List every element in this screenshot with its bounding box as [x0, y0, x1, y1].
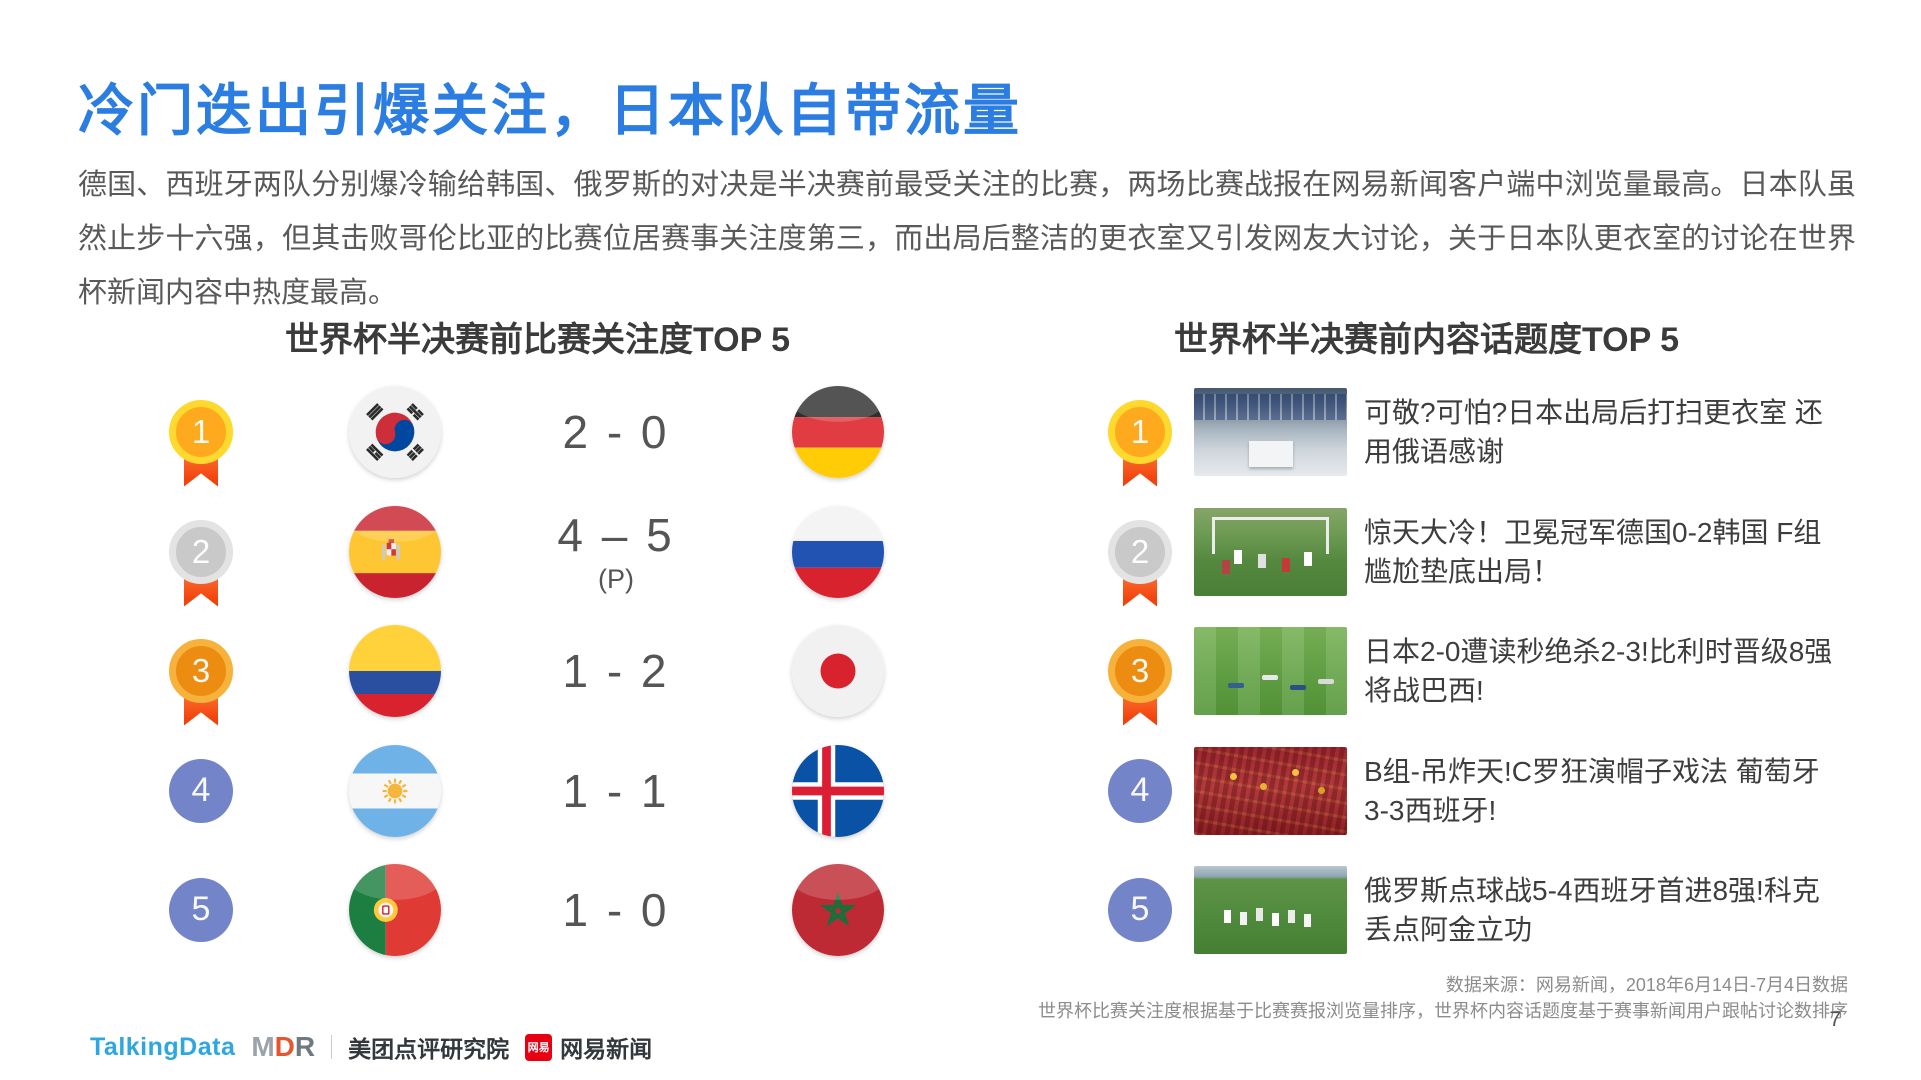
rank-number: 1 [1108, 399, 1172, 464]
netease-news-logo: 网易 网易新闻 [525, 1030, 652, 1064]
page-number: 7 [1829, 1008, 1841, 1031]
slide-title: 冷门迭出引爆关注，日本队自带流量 [78, 79, 1022, 142]
slide-body-paragraph: 德国、西班牙两队分别爆冷输给韩国、俄罗斯的对决是半决赛前最受关注的比赛，两场比赛… [78, 169, 1856, 309]
news-row: 2 惊天大冷！卫冕冠军德国0-2韩国 F组尴尬垫底出局！ [960, 492, 1921, 611]
rank-number: 5 [1108, 877, 1172, 942]
match-score: 1 - 0 [562, 883, 670, 936]
score-block: 2 - 0 [500, 372, 732, 491]
bronze-medal-icon: 3 [1108, 638, 1172, 726]
rank-number: 2 [169, 519, 233, 584]
argentina-flag-icon [349, 744, 441, 837]
rank-badge: 5 [169, 877, 233, 942]
news-row: 1 可敬?可怕?日本出局后打扫更衣室 还用俄语感谢 [960, 372, 1921, 491]
match-row: 4 1 - 1 [0, 731, 960, 850]
spain-flag-icon [349, 505, 441, 598]
match-row: 3 1 - 2 [0, 611, 960, 730]
right-panel-title: 世界杯半决赛前内容话题度TOP 5 [1174, 321, 1680, 359]
japan-flag-icon [792, 624, 884, 717]
news-photo-red-crowd [1194, 746, 1347, 835]
news-photo-pitch-dejected [1194, 626, 1347, 715]
data-source-note: 数据来源：网易新闻，2018年6月14日-7月4日数据 世界杯比赛关注度根据基于… [1038, 972, 1848, 1024]
rank-number: 1 [169, 399, 233, 464]
rank-number: 2 [1108, 519, 1172, 584]
source-line-1: 数据来源：网易新闻，2018年6月14日-7月4日数据 [1445, 975, 1848, 995]
rank-badge: 4 [1108, 758, 1172, 823]
match-score: 2 - 0 [562, 405, 670, 458]
score-note: (P) [598, 564, 634, 594]
colombia-flag-icon [349, 624, 441, 717]
news-photo-locker-room [1194, 387, 1347, 476]
rank-number: 3 [1108, 638, 1172, 703]
netease-badge-icon: 网易 [525, 1033, 553, 1061]
match-row: 5 1 - 0 [0, 850, 960, 969]
news-photo-team-celebration [1194, 865, 1347, 954]
news-photo-goal-scramble [1194, 507, 1347, 596]
silver-medal-icon: 2 [169, 519, 233, 607]
rank-badge: 5 [1108, 877, 1172, 942]
match-row: 2 4 – 5 (P) [0, 492, 960, 611]
left-panel-title: 世界杯半决赛前比赛关注度TOP 5 [285, 321, 791, 359]
news-headline: 俄罗斯点球战5-4西班牙首进8强!科克丢点阿金立功 [1364, 874, 1820, 945]
morocco-flag-icon [792, 863, 884, 956]
score-block: 1 - 1 [500, 731, 732, 850]
iceland-flag-icon [792, 744, 884, 837]
gold-medal-icon: 1 [1108, 399, 1172, 487]
rank-number: 3 [169, 638, 233, 703]
gold-medal-icon: 1 [169, 399, 233, 487]
score-block: 4 – 5 (P) [500, 492, 732, 611]
silver-medal-icon: 2 [1108, 519, 1172, 607]
news-row: 3 日本2-0遭读秒绝杀2-3!比利时晋级8强将战巴西! [960, 611, 1921, 730]
logo-divider [331, 1035, 333, 1059]
rank-badge: 4 [169, 758, 233, 823]
talkingdata-logo: TalkingData [90, 1032, 236, 1061]
rank-number: 4 [1108, 758, 1172, 823]
match-score: 1 - 1 [562, 764, 670, 817]
bronze-medal-icon: 3 [169, 638, 233, 726]
rank-number: 4 [169, 758, 233, 823]
match-row: 1 2 - 0 [0, 372, 960, 491]
meituan-dianping-institute-logo: 美团点评研究院 [348, 1036, 510, 1062]
germany-flag-icon [792, 385, 884, 478]
rank-number: 5 [169, 877, 233, 942]
news-headline: 惊天大冷！卫冕冠军德国0-2韩国 F组尴尬垫底出局！ [1364, 516, 1822, 587]
match-score: 1 - 2 [562, 644, 670, 697]
russia-flag-icon [792, 505, 884, 598]
portugal-flag-icon [349, 863, 441, 956]
news-headline: 可敬?可怕?日本出局后打扫更衣室 还用俄语感谢 [1364, 396, 1823, 467]
score-block: 1 - 2 [500, 611, 732, 730]
news-headline: B组-吊炸天!C罗狂演帽子戏法 葡萄牙3-3西班牙! [1364, 755, 1820, 826]
news-row: 5 俄罗斯点球战5-4西班牙首进8强!科克丢点阿金立功 [960, 850, 1921, 969]
match-score: 4 – 5 [557, 509, 675, 561]
score-block: 1 - 0 [500, 850, 732, 969]
news-row: 4 B组-吊炸天!C罗狂演帽子戏法 葡萄牙3-3西班牙! [960, 731, 1921, 850]
source-line-2: 世界杯比赛关注度根据基于比赛赛报浏览量排序，世界杯内容话题度基于赛事新闻用户跟帖… [1038, 1001, 1848, 1021]
news-headline: 日本2-0遭读秒绝杀2-3!比利时晋级8强将战巴西! [1364, 635, 1833, 706]
south-korea-flag-icon [349, 385, 441, 478]
